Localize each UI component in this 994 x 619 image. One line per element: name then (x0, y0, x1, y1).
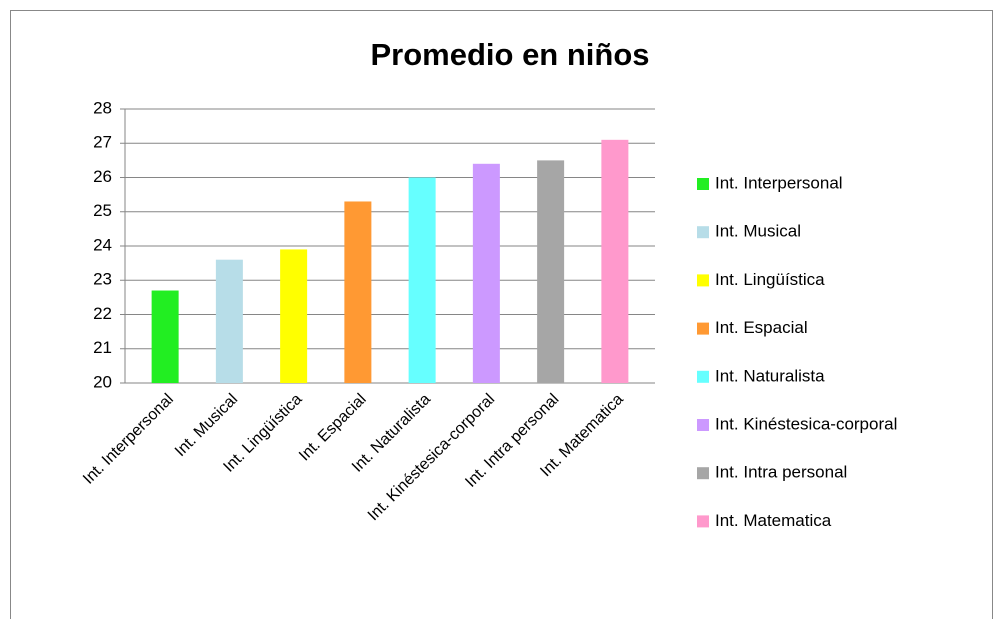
legend-swatch (697, 274, 709, 287)
legend-label: Int. Kinéstesica-corporal (715, 414, 897, 433)
y-tick-label: 24 (93, 235, 112, 254)
y-tick-label: 28 (93, 98, 112, 117)
legend-label: Int. Espacial (715, 318, 808, 337)
chart-title: Promedio en niños (370, 37, 649, 72)
legend-swatch (697, 419, 709, 431)
legend-swatch (697, 322, 709, 335)
bar (215, 259, 243, 383)
y-tick-label: 27 (93, 133, 112, 152)
bar (344, 201, 372, 383)
legend-swatch (697, 226, 709, 239)
y-tick-label: 21 (93, 338, 112, 357)
legend-swatch (697, 467, 709, 480)
legend-label: Int. Musical (715, 222, 801, 241)
legend-swatch (697, 515, 709, 528)
legend-label: Int. Interpersonal (715, 173, 843, 192)
y-tick-label: 22 (93, 304, 112, 323)
legend-label: Int. Lingüística (715, 270, 825, 289)
bar (472, 163, 500, 383)
bar (280, 249, 308, 383)
legend-swatch (697, 370, 709, 383)
legend-label: Int. Matematica (715, 511, 832, 530)
bar (601, 139, 629, 383)
y-tick-label: 26 (93, 167, 112, 186)
y-tick-label: 25 (93, 201, 112, 220)
bar (151, 290, 179, 383)
bar (408, 177, 436, 383)
y-tick-label: 20 (93, 372, 112, 391)
bar (537, 160, 565, 383)
legend-swatch (697, 178, 709, 190)
legend-label: Int. Intra personal (715, 463, 847, 482)
y-tick-label: 23 (93, 270, 112, 289)
legend-label: Int. Naturalista (715, 366, 825, 385)
